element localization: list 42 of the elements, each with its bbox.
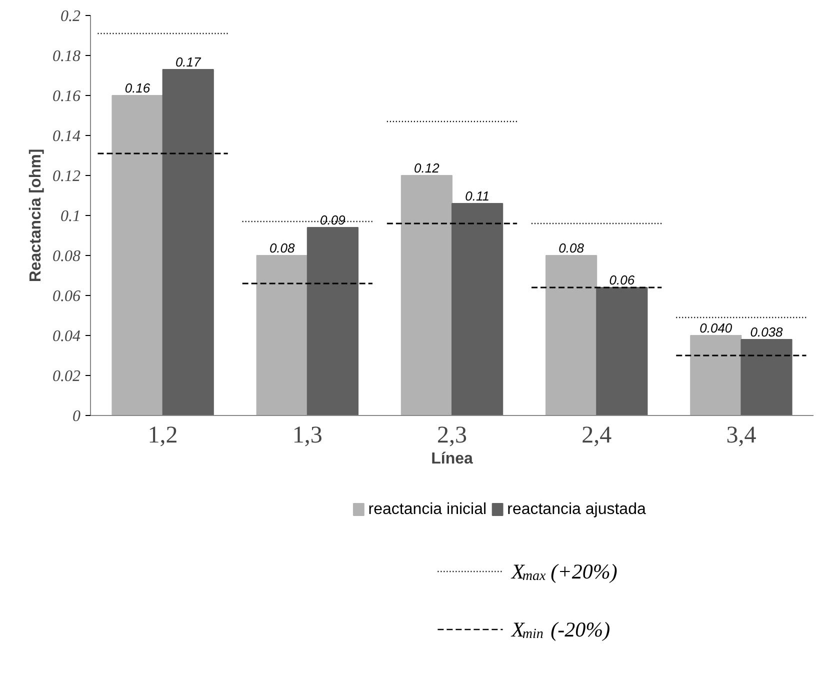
bar [306, 227, 359, 416]
data-label: 0.038 [750, 324, 784, 340]
y-tick-label: 0.14 [52, 128, 80, 145]
bar [400, 175, 452, 416]
bar [162, 69, 214, 416]
legend-label: reactancia inicial [368, 501, 487, 518]
data-label: 0.16 [124, 80, 151, 96]
y-tick-label: 0 [72, 408, 80, 425]
data-label: 0.040 [700, 320, 733, 336]
data-label: 0.12 [414, 160, 440, 176]
data-label: 0.08 [558, 240, 585, 256]
y-axis-title: Reactancia [ohm] [28, 148, 44, 282]
x-axis-title: Línea [431, 450, 473, 468]
y-tick-label: 0.06 [52, 288, 80, 305]
y-tick-label: 0.2 [60, 8, 80, 25]
bar [452, 203, 504, 416]
bar [596, 287, 648, 416]
bar [256, 255, 308, 416]
data-label: 0.06 [609, 272, 636, 288]
y-tick-label: 0.08 [52, 248, 80, 265]
x-tick-label: 3,4 [726, 422, 756, 448]
bar [690, 335, 742, 416]
legend-label: Xmax (+20%) [510, 560, 618, 584]
y-tick-label: 0.16 [52, 88, 80, 105]
x-tick-label: 1,3 [292, 422, 322, 448]
x-tick-label: 2,3 [437, 422, 467, 448]
legend-label: Xmin (-20%) [510, 618, 610, 642]
y-tick-label: 0.18 [52, 48, 80, 65]
bar [740, 339, 792, 416]
x-tick-label: 2,4 [582, 422, 612, 448]
y-tick-label: 0.12 [52, 168, 80, 185]
data-label: 0.17 [175, 54, 202, 70]
data-label: 0.09 [320, 212, 346, 228]
bar [112, 95, 164, 416]
data-label: 0.11 [465, 188, 490, 204]
y-tick-label: 0.1 [60, 208, 80, 225]
x-tick-label: 1,2 [148, 422, 178, 448]
y-tick-label: 0.02 [52, 368, 80, 385]
y-tick-label: 0.04 [52, 328, 80, 345]
legend-label: reactancia ajustada [507, 501, 646, 518]
bar [545, 255, 598, 416]
data-label: 0.08 [269, 240, 296, 256]
